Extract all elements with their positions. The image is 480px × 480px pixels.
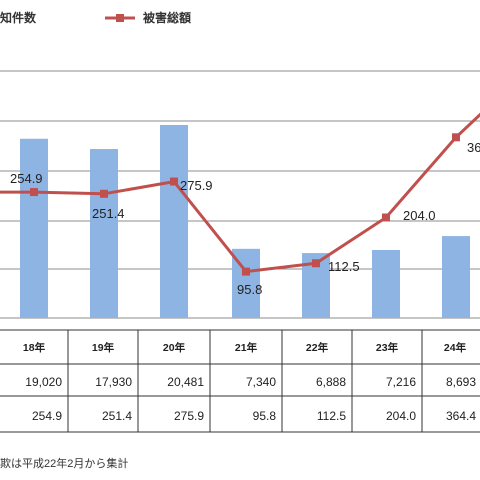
line-label-24年: 36 (467, 140, 480, 155)
line-label-19年: 251.4 (92, 206, 125, 221)
line-label-20年: 275.9 (180, 178, 213, 193)
bar-series (20, 125, 470, 318)
table-total-cell: 364.4 (446, 409, 476, 423)
table-header-cell: 19年 (92, 341, 115, 354)
line-marker-20年 (170, 177, 178, 186)
table-total-cell: 254.9 (32, 409, 62, 423)
table-count-cell: 20,481 (167, 375, 204, 389)
table-total-cell: 95.8 (253, 409, 277, 423)
table-header-cell: 23年 (376, 341, 399, 354)
line-marker-23年 (382, 213, 390, 222)
table-header-cell: 21年 (235, 341, 258, 354)
data-table: 18年 19年 20年 21年 22年 23年 24年 19,020 17,930 20,481 7… (0, 329, 480, 433)
table-count-cell: 6,888 (316, 375, 346, 389)
line-label-22年: 112.5 (328, 259, 360, 274)
footnote: 欺は平成22年2月から集計 (0, 456, 128, 470)
table-total-cell: 275.9 (174, 409, 204, 423)
table-count-cell: 7,340 (246, 375, 276, 389)
table-header-cell: 18年 (23, 341, 46, 354)
legend-line-label: 被害総額 (143, 10, 191, 25)
table-total-cell: 112.5 (317, 409, 346, 423)
bar-18年 (20, 138, 48, 318)
line-data-labels: 254.9 251.4 275.9 95.8 112.5 204.0 36 (10, 140, 480, 297)
table-header-cell: 22年 (306, 341, 329, 354)
line-marker-18年 (30, 188, 38, 197)
table-count-cell: 8,693 (446, 375, 476, 389)
table-header-cell: 20年 (163, 341, 186, 354)
legend: 知件数 被害総額 (0, 10, 191, 25)
legend-bar-label: 知件数 (0, 10, 37, 25)
bar-20年 (160, 125, 188, 318)
line-path (0, 112, 480, 274)
table-count-cell: 7,216 (386, 375, 416, 389)
table-count-cell: 19,020 (25, 375, 62, 389)
line-label-18年: 254.9 (10, 171, 43, 186)
line-marker-19年 (100, 189, 108, 198)
line-marker-24年 (452, 133, 460, 142)
line-marker-21年 (242, 267, 250, 276)
line-label-21年: 95.8 (237, 282, 262, 297)
legend-line-marker (116, 14, 124, 22)
bar-24年 (442, 236, 470, 318)
table-total-cell: 251.4 (102, 409, 132, 423)
table-total-cell: 204.0 (386, 409, 416, 423)
line-label-23年: 204.0 (403, 208, 436, 223)
table-header-cell: 24年 (444, 341, 467, 354)
bar-19年 (90, 149, 118, 318)
line-series (0, 112, 480, 276)
table-count-cell: 17,930 (95, 375, 132, 389)
bar-23年 (372, 250, 400, 318)
line-marker-22年 (312, 259, 320, 268)
